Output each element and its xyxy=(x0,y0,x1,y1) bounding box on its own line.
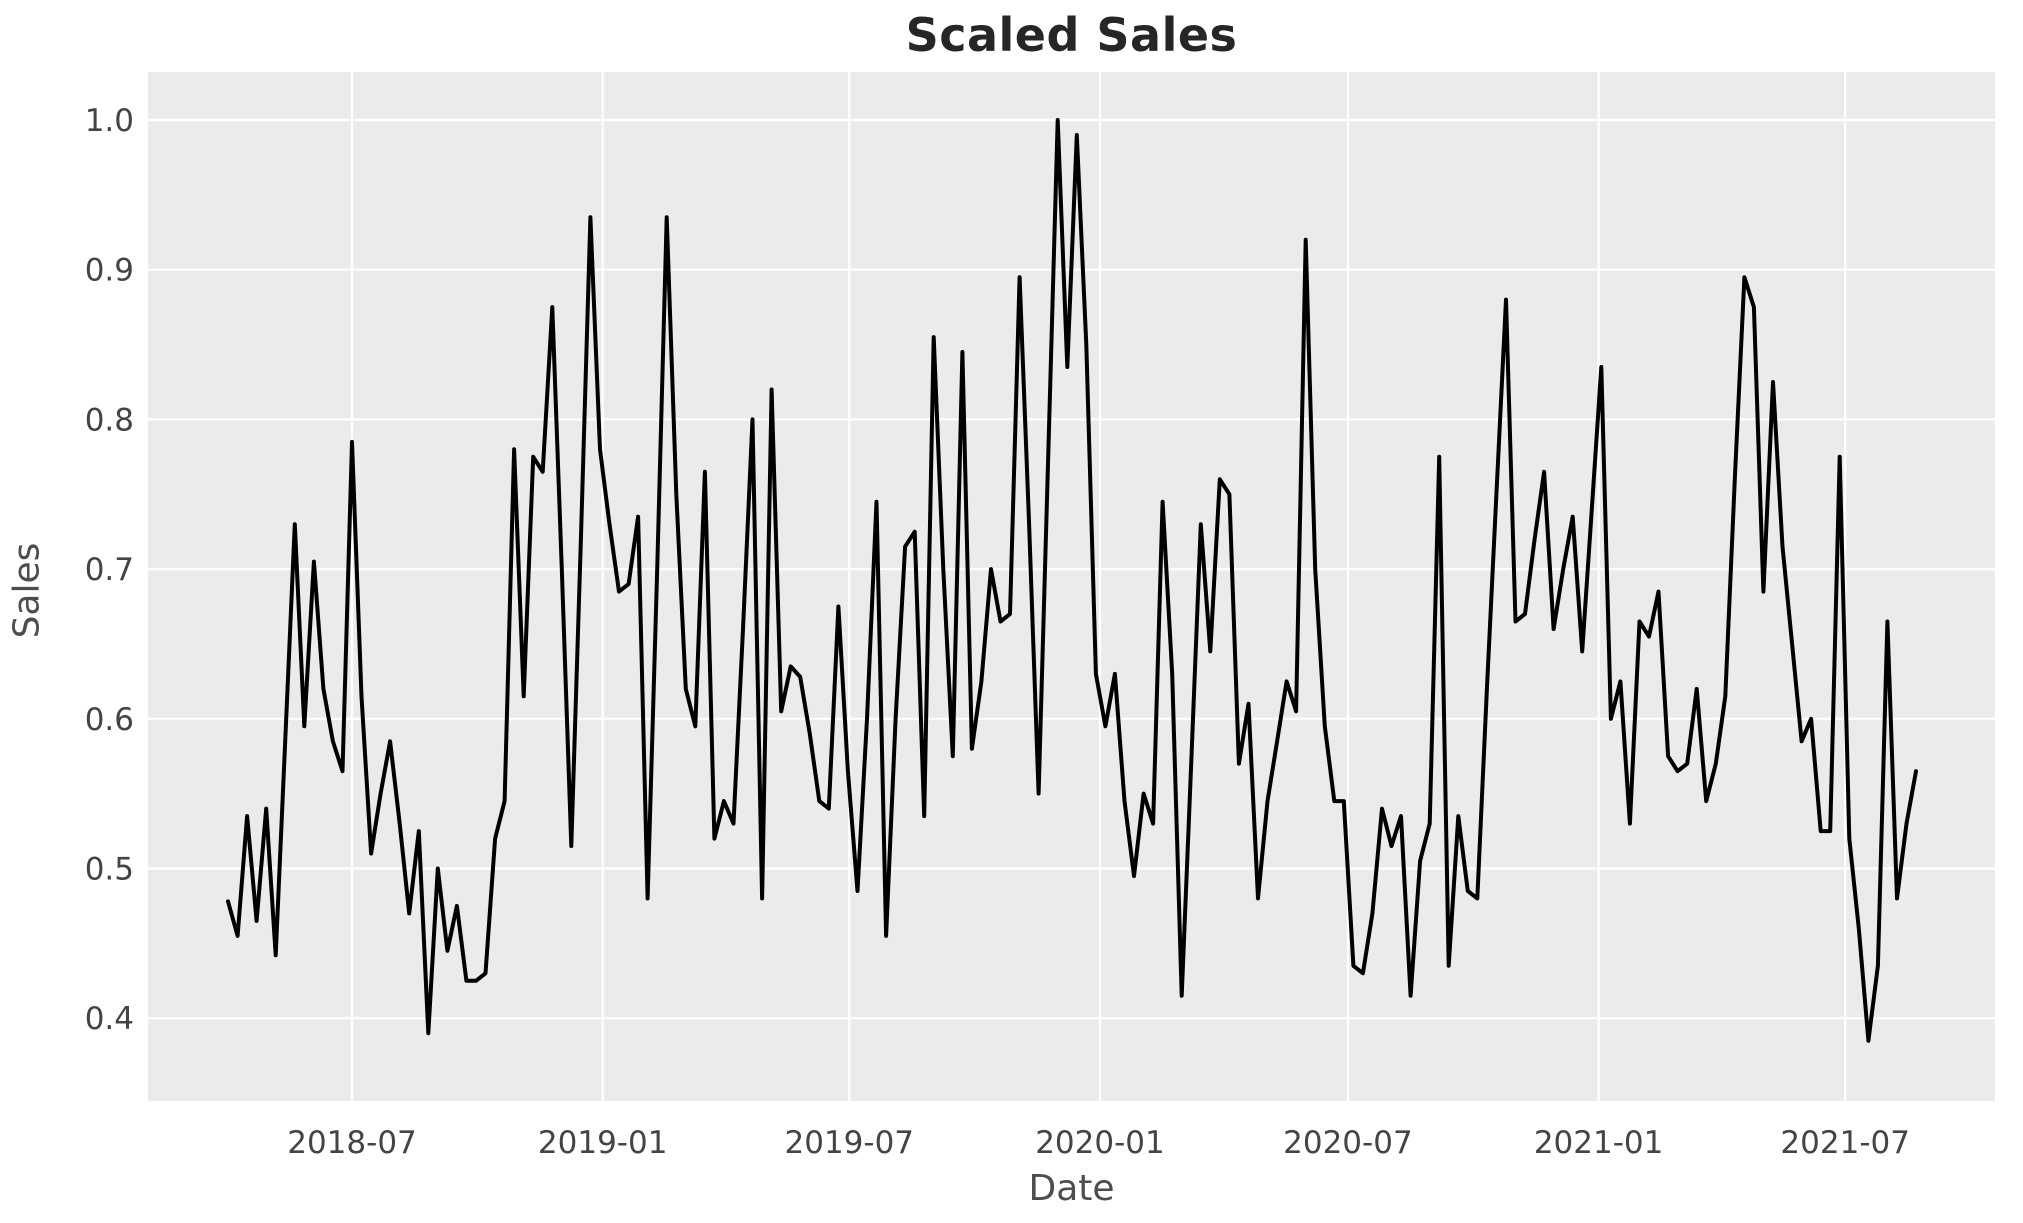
x-tick-label: 2021-07 xyxy=(1780,1125,1910,1161)
x-tick-label: 2019-07 xyxy=(785,1125,915,1161)
y-tick-label: 0.4 xyxy=(85,1001,134,1037)
x-tick-label: 2018-07 xyxy=(287,1125,417,1161)
y-axis-label: Sales xyxy=(6,542,48,639)
sales-line xyxy=(226,118,1918,1043)
x-tick-label: 2019-01 xyxy=(538,1125,668,1161)
y-tick-label: 1.0 xyxy=(85,103,134,139)
x-tick-label: 2020-01 xyxy=(1035,1125,1165,1161)
y-tick-label: 0.6 xyxy=(85,702,134,738)
y-tick-label: 0.8 xyxy=(85,402,134,438)
x-tick-label: 2021-01 xyxy=(1534,1125,1664,1161)
chart-title: Scaled Sales xyxy=(905,8,1238,62)
x-axis-label: Date xyxy=(1028,1168,1115,1209)
y-tick-label: 0.9 xyxy=(85,253,134,289)
x-tick-label: 2020-07 xyxy=(1283,1125,1413,1161)
y-tick-label: 0.7 xyxy=(85,552,134,588)
y-tick-label: 0.5 xyxy=(85,852,134,888)
